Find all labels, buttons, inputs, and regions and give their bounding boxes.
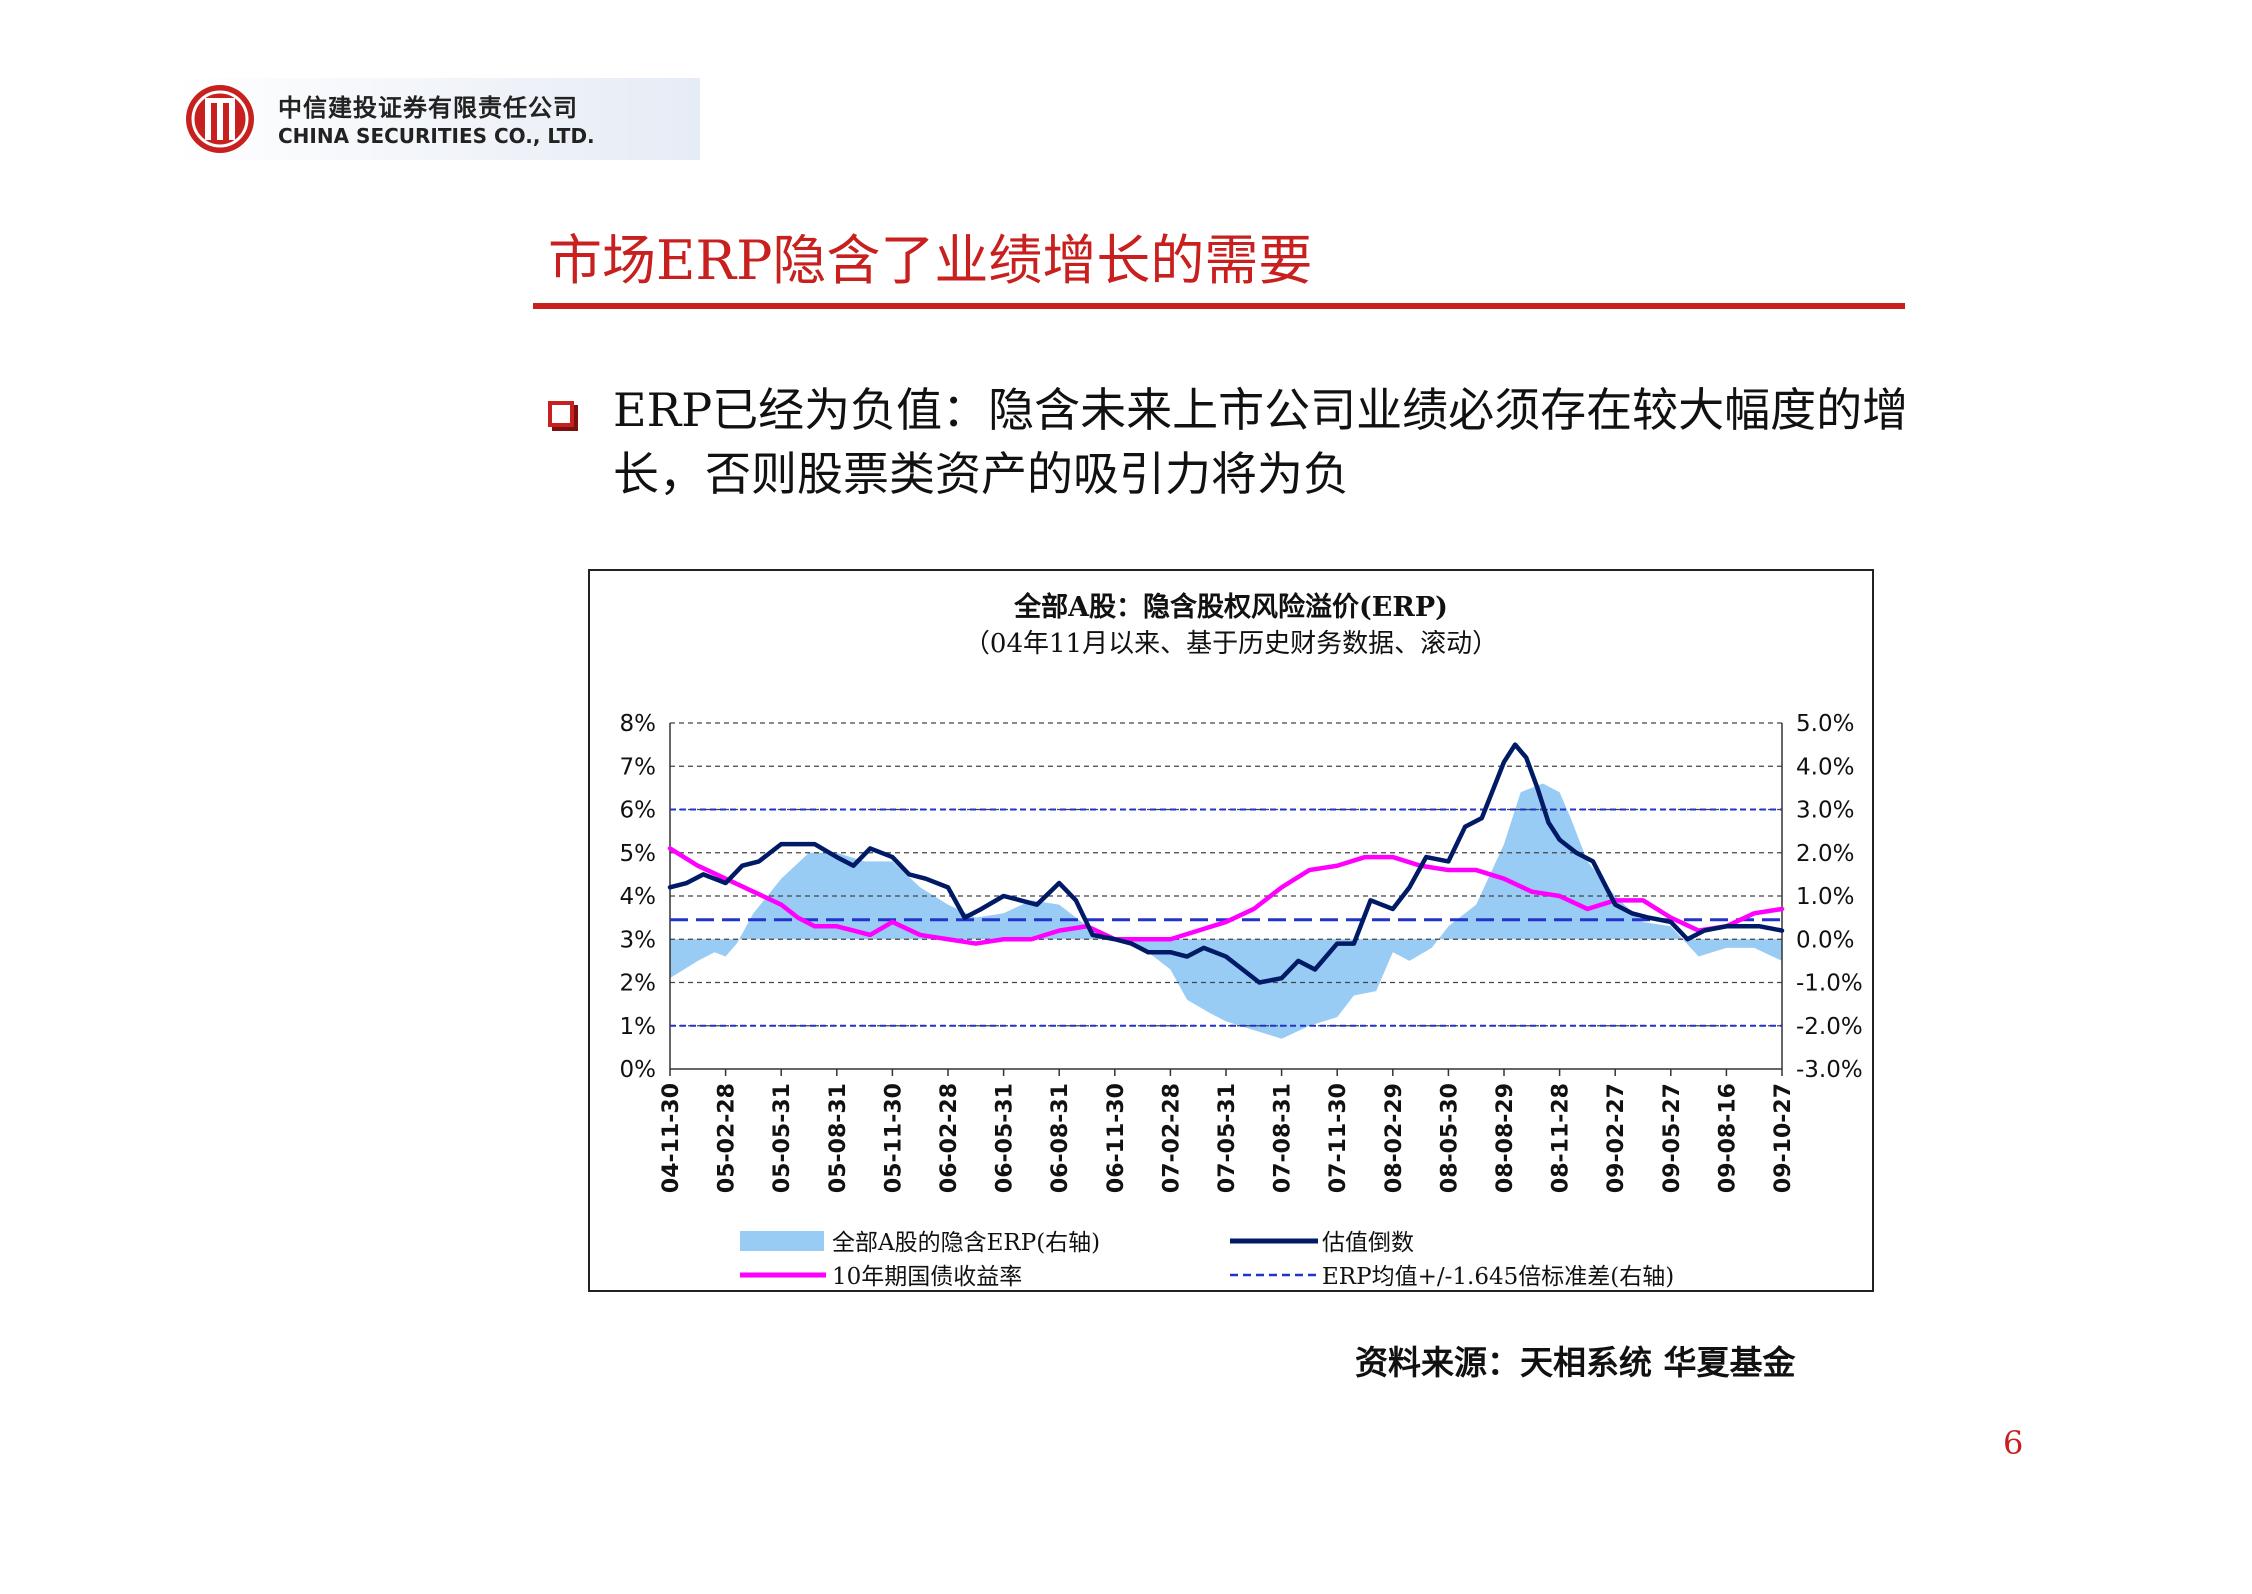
x-tick-label: 08-11-28	[1549, 1083, 1574, 1193]
y-right-tick-label: -3.0%	[1796, 1057, 1863, 1083]
y-right-tick-label: 0.0%	[1796, 927, 1854, 953]
x-tick-label: 06-05-31	[993, 1083, 1018, 1193]
title-underline	[533, 303, 1905, 309]
x-tick-label: 08-08-29	[1493, 1083, 1518, 1193]
logo-chinese-name: 中信建投证券有限责任公司	[278, 94, 578, 122]
legend-valuation-label: 估值倒数	[1322, 1230, 1414, 1256]
x-tick-label: 06-11-30	[1104, 1083, 1129, 1193]
x-tick-label: 06-08-31	[1048, 1083, 1073, 1193]
x-tick-label: 07-11-30	[1326, 1083, 1351, 1193]
company-logo: 中信建投证券有限责任公司 CHINA SECURITIES CO., LTD.	[170, 78, 700, 160]
x-tick-label: 06-02-28	[937, 1083, 962, 1193]
y-left-tick-label: 1%	[620, 1014, 657, 1040]
y-left-tick-label: 5%	[620, 841, 657, 867]
page-number: 6	[2003, 1424, 2024, 1462]
x-tick-label: 05-02-28	[715, 1083, 740, 1193]
legend-erp-label: 全部A股的隐含ERP(右轴)	[832, 1230, 1100, 1256]
bond-yield-line	[667, 846, 1785, 946]
x-tick-label: 05-05-31	[770, 1083, 795, 1193]
x-tick-label: 08-05-30	[1437, 1083, 1462, 1193]
y-right-tick-label: 1.0%	[1796, 884, 1854, 910]
citic-logo-icon	[186, 85, 254, 153]
legend-band-label: ERP均值+/-1.645倍标准差(右轴)	[1322, 1264, 1674, 1290]
chart-frame: 全部A股：隐含股权风险溢价(ERP) （04年11月以来、基于历史财务数据、滚动…	[588, 569, 1874, 1292]
x-tick-label: 05-08-31	[826, 1083, 851, 1193]
y-left-tick-label: 2%	[620, 971, 657, 997]
y-right-tick-label: 3.0%	[1796, 798, 1854, 824]
x-tick-label: 07-02-28	[1159, 1083, 1184, 1193]
y-left-tick-label: 7%	[620, 754, 657, 780]
y-right-tick-label: 2.0%	[1796, 841, 1854, 867]
bullet-text: ERP已经为负值：隐含未来上市公司业绩必须存在较大幅度的增长，否则股票类资产的吸…	[613, 383, 1909, 501]
y-left-tick-label: 8%	[620, 711, 657, 737]
y-right-tick-label: -1.0%	[1796, 971, 1863, 997]
y-left-tick-label: 4%	[620, 884, 657, 910]
data-source: 资料来源：天相系统 华夏基金	[1355, 1343, 1796, 1382]
valuation-inverse-line	[667, 742, 1785, 985]
y-left-tick-label: 0%	[620, 1057, 657, 1083]
x-tick-label: 09-02-27	[1604, 1083, 1629, 1193]
x-tick-label: 07-05-31	[1215, 1083, 1240, 1193]
y-left-tick-label: 3%	[620, 927, 657, 953]
y-right-tick-label: 4.0%	[1796, 754, 1854, 780]
x-tick-label: 09-08-16	[1715, 1083, 1740, 1193]
x-tick-label: 09-10-27	[1771, 1083, 1796, 1193]
legend-erp-swatch	[740, 1231, 824, 1251]
logo-english-name: CHINA SECURITIES CO., LTD.	[278, 124, 595, 148]
erp-chart: 0% 1% 2% 3% 4% 5% 6% 7% 8% -3.0% -2.0% -1.0% 0.0% 1.0…	[620, 711, 1863, 1290]
x-tick-label: 07-08-31	[1271, 1083, 1296, 1193]
y-right-tick-label: 5.0%	[1796, 711, 1854, 737]
chart-subtitle: （04年11月以来、基于历史财务数据、滚动）	[963, 629, 1499, 659]
x-tick-label: 09-05-27	[1660, 1083, 1685, 1193]
x-tick-label: 05-11-30	[881, 1083, 906, 1193]
y-left-tick-label: 6%	[620, 798, 657, 824]
legend-bond-label: 10年期国债收益率	[832, 1264, 1022, 1290]
y-right-tick-label: -2.0%	[1796, 1014, 1863, 1040]
erp-area	[670, 783, 1782, 1039]
x-tick-label: 04-11-30	[659, 1083, 684, 1193]
chart-title: 全部A股：隐含股权风险溢价(ERP)	[1014, 592, 1448, 623]
slide-title: 市场ERP隐含了业绩增长的需要	[548, 229, 1313, 292]
x-tick-label: 08-02-29	[1382, 1083, 1407, 1193]
bullet-square-icon	[548, 401, 574, 427]
